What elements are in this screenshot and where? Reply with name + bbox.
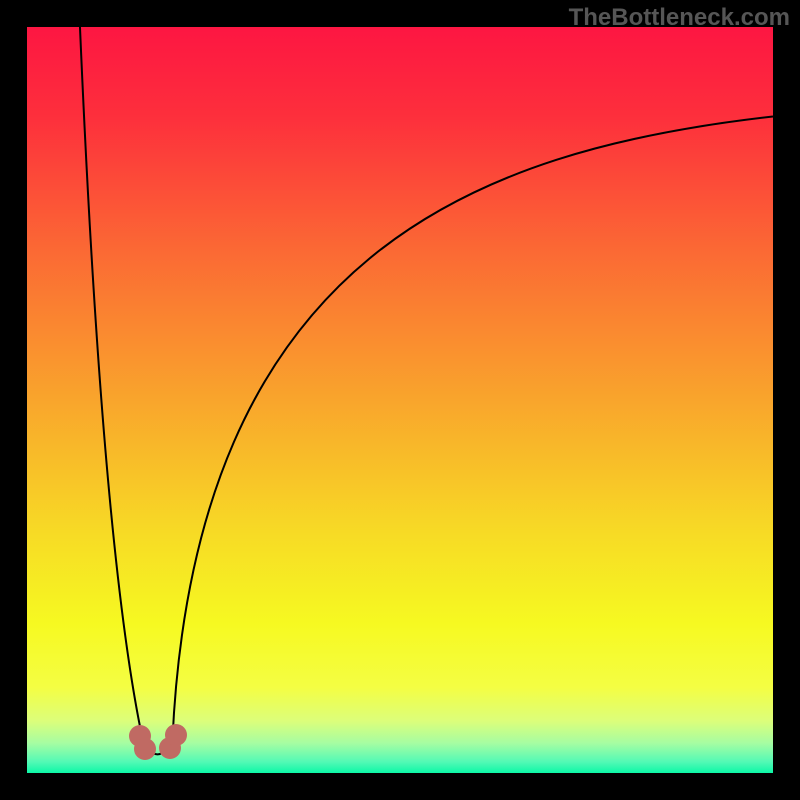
curve-layer — [27, 27, 773, 773]
plot-area — [27, 27, 773, 773]
valley-marker — [134, 738, 156, 760]
watermark-text: TheBottleneck.com — [569, 4, 790, 32]
chart-frame: TheBottleneck.com — [0, 0, 800, 800]
bottleneck-curve — [80, 27, 773, 754]
valley-marker — [165, 724, 187, 746]
